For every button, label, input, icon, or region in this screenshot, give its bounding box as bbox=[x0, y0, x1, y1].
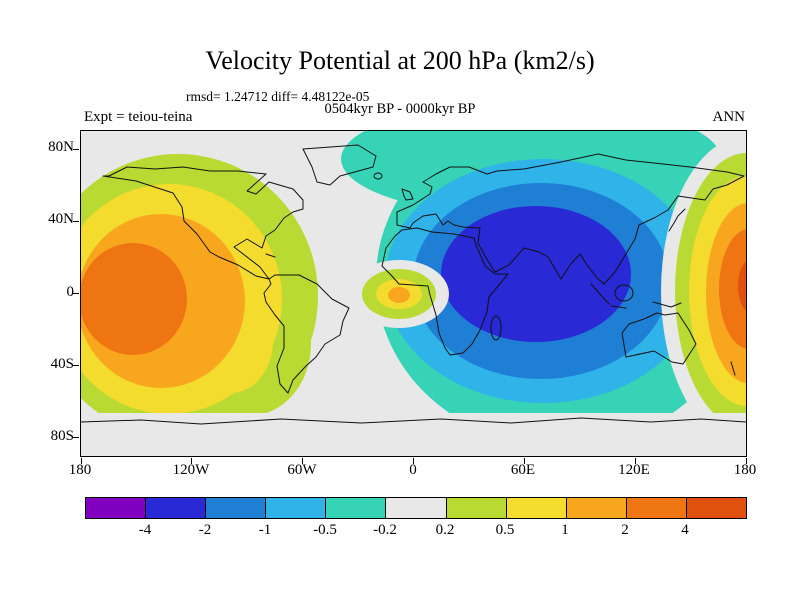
colorbar-segment bbox=[326, 498, 387, 518]
lat-axis-tick bbox=[73, 293, 79, 294]
experiment-label: Expt = teiou-teina bbox=[84, 109, 193, 125]
colorbar-labels: -4 -2 -1 -0.5 -0.2 0.2 0.5 1 2 4 bbox=[85, 522, 745, 542]
lat-label-80n: 80N bbox=[48, 139, 74, 155]
colorbar-segment bbox=[206, 498, 267, 518]
lon-label-120w: 120W bbox=[172, 462, 210, 478]
coast-greenland bbox=[302, 144, 377, 186]
colorbar-boundary-label: 2 bbox=[621, 522, 629, 538]
lon-label-60e: 60E bbox=[510, 462, 536, 478]
colorbar bbox=[85, 497, 747, 519]
colorbar-segment bbox=[626, 498, 687, 518]
colorbar-boundary-label: 0.2 bbox=[435, 522, 455, 538]
coast-britain bbox=[401, 188, 414, 201]
coast-south-america bbox=[263, 274, 350, 394]
season-label: ANN bbox=[712, 109, 746, 125]
colorbar-segment bbox=[386, 498, 447, 518]
lon-axis-tick bbox=[302, 458, 304, 464]
coast-new-zealand bbox=[730, 361, 736, 376]
lon-axis-tick bbox=[413, 458, 414, 464]
colorbar-segment bbox=[506, 498, 567, 518]
lat-axis-tick bbox=[73, 365, 79, 367]
lat-label-80s: 80S bbox=[50, 428, 74, 444]
colorbar-segment bbox=[446, 498, 507, 518]
coastlines bbox=[81, 144, 746, 425]
coast-cuba bbox=[265, 253, 276, 258]
colorbar-boundary-label: -0.2 bbox=[373, 522, 397, 538]
colorbar-boundary-label: -1 bbox=[258, 522, 272, 538]
coast-new-guinea bbox=[652, 301, 682, 308]
lon-label-120e: 120E bbox=[618, 462, 650, 478]
coast-sumatra bbox=[590, 283, 610, 305]
world-map-svg bbox=[81, 131, 746, 456]
coast-madagascar bbox=[490, 315, 502, 341]
lon-axis-tick bbox=[80, 458, 82, 464]
coast-borneo bbox=[614, 284, 634, 302]
contour-region-red-westpac bbox=[738, 261, 746, 311]
colorbar-segment bbox=[566, 498, 627, 518]
colorbar-segment bbox=[686, 498, 747, 518]
lon-label-60w: 60W bbox=[287, 462, 317, 478]
lat-axis-tick bbox=[73, 437, 79, 439]
contour-region-darkblue bbox=[441, 206, 631, 342]
coast-africa bbox=[381, 227, 509, 356]
colorbar-boundary-label: 4 bbox=[681, 522, 689, 538]
coast-japan bbox=[668, 208, 686, 232]
contour-region-nearzero-south bbox=[81, 413, 746, 456]
colorbar-boundary-label: -2 bbox=[198, 522, 212, 538]
coast-eurasia bbox=[396, 153, 745, 285]
lon-label-180w: 180 bbox=[68, 462, 92, 478]
contour-region-darkorange-pacific bbox=[81, 243, 187, 355]
colorbar-segment bbox=[86, 498, 147, 518]
contour-fill-field bbox=[81, 131, 746, 456]
coast-antarctica bbox=[81, 417, 746, 425]
lat-label-40n: 40N bbox=[48, 211, 74, 227]
lon-axis-tick bbox=[745, 458, 747, 464]
plot-title: Velocity Potential at 200 hPa (km2/s) bbox=[205, 46, 595, 75]
coast-australia bbox=[621, 312, 697, 365]
lon-axis-tick bbox=[191, 458, 193, 464]
lon-axis-tick bbox=[634, 458, 636, 464]
map-frame bbox=[73, 130, 747, 464]
colorbar-boundary-label: 0.5 bbox=[495, 522, 515, 538]
lon-axis-tick bbox=[523, 458, 525, 464]
colorbar-segment bbox=[146, 498, 207, 518]
coast-java bbox=[610, 305, 627, 309]
colorbar-boundary-label: 1 bbox=[561, 522, 569, 538]
coast-iceland bbox=[373, 172, 383, 180]
lat-axis-tick bbox=[73, 220, 79, 222]
period-label: 0504kyr BP - 0000kyr BP bbox=[324, 101, 476, 117]
colorbar-segment bbox=[266, 498, 327, 518]
colorbar-boundary-label: -0.5 bbox=[313, 522, 337, 538]
lon-label-180e: 180 bbox=[733, 462, 757, 478]
coast-north-america bbox=[102, 166, 304, 280]
contour-region-darkorange-westpac bbox=[719, 229, 746, 349]
lat-axis-tick bbox=[73, 148, 79, 150]
lon-label-0: 0 bbox=[409, 462, 417, 478]
contour-region-orange-atlantic bbox=[388, 287, 410, 303]
lat-label-eq: 0 bbox=[66, 284, 75, 300]
colorbar-boundary-label: -4 bbox=[138, 522, 152, 538]
lat-label-40s: 40S bbox=[50, 356, 74, 372]
rmsd-diff-stats: rmsd= 1.24712 diff= 4.48122e-05 bbox=[186, 89, 370, 104]
